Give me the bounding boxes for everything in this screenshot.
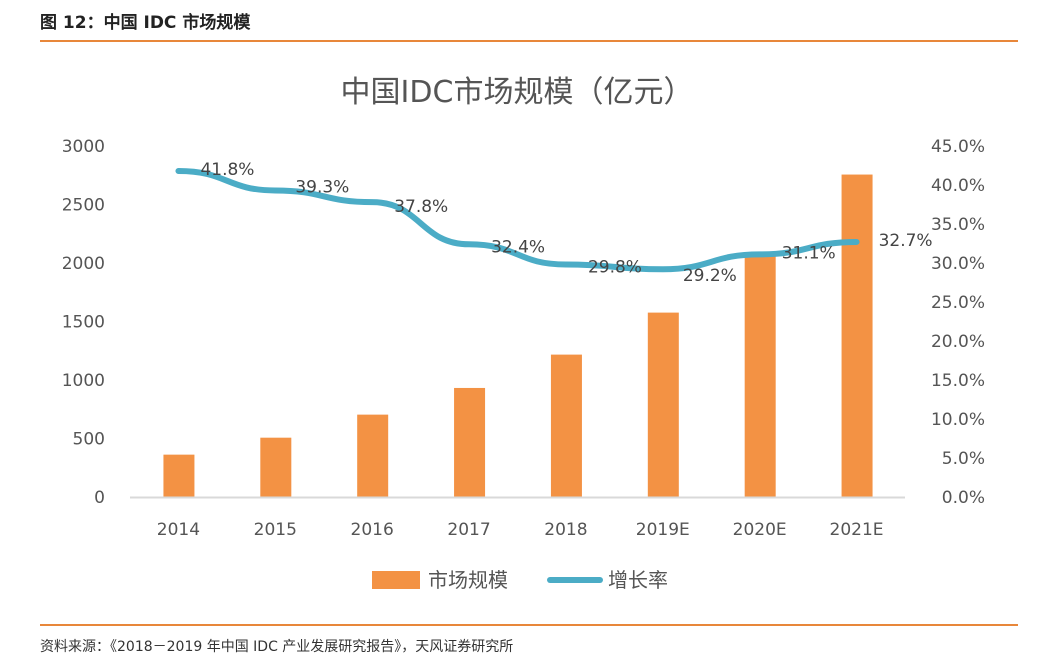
legend-label-line: 增长率	[608, 568, 668, 592]
data-label-growth: 29.8%	[588, 258, 642, 278]
data-label-growth: 39.3%	[295, 177, 349, 197]
y-left-tick-label: 2500	[62, 196, 105, 216]
bar-2018	[550, 354, 582, 497]
x-tick-label: 2014	[157, 520, 200, 540]
top-rule	[40, 40, 1018, 42]
x-tick-label: 2015	[254, 520, 297, 540]
y-right-tick-label: 10.0%	[931, 410, 985, 430]
y-right-tick-label: 20.0%	[931, 332, 985, 352]
bar-2021E	[841, 174, 873, 497]
y-left-tick-label: 3000	[62, 137, 105, 157]
y-left-tick-label: 1000	[62, 371, 105, 391]
x-tick-label: 2017	[447, 520, 490, 540]
y-right-tick-label: 15.0%	[931, 371, 985, 391]
data-label-growth: 29.2%	[683, 266, 737, 286]
data-label-growth: 32.4%	[491, 237, 545, 257]
bar-2016	[357, 414, 389, 497]
bar-2017	[454, 387, 486, 497]
x-tick-label: 2016	[351, 520, 394, 540]
y-right-tick-label: 30.0%	[931, 254, 985, 274]
y-right-tick-label: 40.0%	[931, 176, 985, 196]
data-label-growth: 41.8%	[200, 160, 254, 180]
growth-rate-line	[175, 167, 860, 273]
legend-label-bar: 市场规模	[428, 568, 508, 592]
chart: 中国IDC市场规模（亿元） 0 500 1000 1500 2000 2500 3000 0.…	[62, 75, 985, 592]
legend-swatch-bar	[372, 571, 420, 589]
bar-2020E	[744, 255, 776, 497]
y-left-tick-label: 1500	[62, 313, 105, 333]
bottom-rule	[40, 624, 1018, 626]
x-tick-label: 2019E	[636, 520, 690, 540]
x-tick-label: 2020E	[733, 520, 787, 540]
y-right-tick-label: 0.0%	[942, 488, 985, 508]
source-note: 资料来源：《2018－2019 年中国 IDC 产业发展研究报告》，天风证券研究…	[40, 639, 514, 655]
y-left-tick-label: 500	[73, 430, 105, 450]
y-right-tick-label: 5.0%	[942, 449, 985, 469]
x-tick-label: 2021E	[830, 520, 884, 540]
data-label-growth: 31.1%	[782, 243, 836, 263]
figure-label: 图 12：中国 IDC 市场规模	[40, 13, 251, 33]
bar-2014	[163, 454, 195, 497]
y-right-tick-label: 45.0%	[931, 137, 985, 157]
y-right-tick-label: 25.0%	[931, 293, 985, 313]
data-label-growth: 37.8%	[394, 197, 448, 217]
bar-2019E	[647, 312, 679, 497]
x-tick-label: 2018	[544, 520, 587, 540]
chart-title: 中国IDC市场规模（亿元）	[341, 75, 694, 110]
y-right-tick-label: 35.0%	[931, 215, 985, 235]
y-left-tick-label: 0	[94, 488, 105, 508]
bar-2015	[260, 437, 292, 497]
data-label-growth: 32.7%	[879, 231, 933, 251]
y-left-tick-label: 2000	[62, 254, 105, 274]
